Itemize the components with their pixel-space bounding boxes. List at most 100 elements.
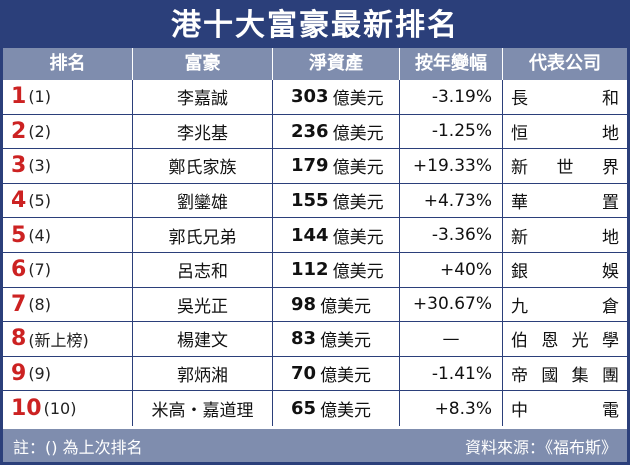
yearly-change: -3.19% — [400, 80, 503, 114]
previous-rank: (7) — [28, 260, 51, 280]
tycoon-name: 李兆基 — [133, 114, 273, 149]
net-worth-unit: 億美元 — [332, 89, 384, 110]
net-worth-cell: 303 億美元 — [273, 80, 400, 114]
rank-number: 3 — [11, 153, 27, 179]
rank-cell: 7 (8) — [3, 287, 133, 322]
table-title: 港十大富豪最新排名 — [3, 3, 627, 48]
company-char: 伯 — [511, 331, 528, 352]
rank-number: 10 — [11, 396, 42, 422]
company-cell: 新地 — [503, 218, 627, 252]
table-row: 8 (新上榜) 楊建文 83 億美元 — 伯恩光學 — [3, 322, 627, 357]
company-cell: 華置 — [503, 184, 627, 218]
net-worth-unit: 億美元 — [320, 401, 372, 422]
header-yearly-change: 按年變幅 — [400, 48, 503, 80]
company-char: 帝 — [511, 366, 528, 387]
rank-cell: 9 (9) — [3, 356, 133, 391]
company-char: 和 — [602, 89, 619, 110]
yearly-change: +30.67% — [400, 287, 503, 322]
yearly-change: +8.3% — [400, 391, 503, 426]
table-row: 5 (4) 郭氏兄弟 144 億美元 -3.36% 新地 — [3, 218, 627, 253]
company-cell: 恒地 — [503, 115, 627, 149]
yearly-change: -3.36% — [400, 218, 503, 252]
header-rank: 排名 — [3, 48, 133, 80]
tycoon-name: 米高・嘉道理 — [133, 391, 273, 426]
previous-rank: (新上榜) — [28, 330, 89, 350]
previous-rank: (1) — [28, 87, 51, 107]
net-worth-value: 155 — [291, 190, 329, 212]
rank-cell: 4 (5) — [3, 183, 133, 218]
net-worth-value: 236 — [291, 120, 329, 142]
company-char: 光 — [571, 331, 589, 352]
tycoon-name: 楊建文 — [133, 322, 273, 356]
net-worth-value: 303 — [291, 86, 329, 108]
yearly-change: — — [400, 322, 503, 356]
company-cell: 長和 — [503, 80, 627, 114]
table-body: 1 (1) 李嘉誠 303 億美元 -3.19% 長和 2 (2) 李兆基 236 億美元 -1.25%… — [3, 80, 627, 426]
previous-rank: (10) — [43, 399, 77, 419]
yearly-change: +40% — [400, 252, 503, 287]
rank-number: 6 — [11, 257, 27, 283]
table-row: 10 (10) 米高・嘉道理 65 億美元 +8.3% 中電 — [3, 391, 627, 426]
company-char: 界 — [602, 158, 619, 179]
rank-cell: 8 (新上榜) — [3, 322, 133, 356]
table-header: 排名 富豪 淨資產 按年變幅 代表公司 — [3, 48, 627, 80]
company-cell: 九倉 — [503, 288, 627, 322]
net-worth-value: 98 — [291, 293, 317, 315]
company-char: 置 — [602, 193, 619, 214]
company-char: 團 — [601, 366, 619, 387]
net-worth-cell: 112 億美元 — [273, 252, 400, 287]
rank-cell: 1 (1) — [3, 80, 133, 114]
net-worth-value: 70 — [291, 363, 317, 385]
tycoon-name: 劉鑾雄 — [133, 183, 273, 218]
company-char: 恩 — [541, 331, 559, 352]
table-row: 1 (1) 李嘉誠 303 億美元 -3.19% 長和 — [3, 80, 627, 115]
previous-rank: (3) — [28, 156, 51, 176]
table-row: 2 (2) 李兆基 236 億美元 -1.25% 恒地 — [3, 114, 627, 150]
previous-rank: (8) — [28, 294, 51, 314]
company-char: 地 — [602, 123, 619, 144]
rank-cell: 5 (4) — [3, 218, 133, 252]
net-worth-cell: 179 億美元 — [273, 149, 400, 183]
table-row: 3 (3) 鄭氏家族 179 億美元 +19.33% 新世界 — [3, 149, 627, 184]
previous-rank: (4) — [28, 225, 51, 245]
net-worth-unit: 億美元 — [320, 366, 372, 387]
tycoon-name: 呂志和 — [133, 252, 273, 287]
company-char: 世 — [556, 158, 574, 179]
previous-rank: (5) — [28, 191, 51, 211]
net-worth-unit: 億美元 — [332, 123, 384, 144]
tycoon-name: 鄭氏家族 — [133, 149, 273, 183]
company-char: 電 — [602, 401, 619, 422]
footer-source: 資料來源：《福布斯》 — [464, 437, 617, 457]
net-worth-unit: 億美元 — [332, 262, 384, 283]
tycoon-name: 郭氏兄弟 — [133, 218, 273, 252]
company-cell: 銀娛 — [503, 253, 627, 287]
tycoon-name: 郭炳湘 — [133, 356, 273, 391]
net-worth-cell: 155 億美元 — [273, 183, 400, 218]
company-char: 恒 — [511, 123, 528, 144]
footer-note: 註：() 為上次排名 — [13, 437, 143, 457]
company-char: 學 — [601, 331, 619, 352]
rank-cell: 10 (10) — [3, 391, 133, 426]
company-char: 中 — [511, 401, 528, 422]
tycoon-name: 李嘉誠 — [133, 80, 273, 114]
net-worth-value: 112 — [291, 259, 329, 281]
yearly-change: -1.41% — [400, 356, 503, 391]
company-cell: 帝國集團 — [503, 357, 627, 391]
tycoon-name: 吳光正 — [133, 287, 273, 322]
yearly-change: +4.73% — [400, 183, 503, 218]
company-cell: 中電 — [503, 391, 627, 426]
net-worth-value: 65 — [291, 398, 317, 420]
table-row: 7 (8) 吳光正 98 億美元 +30.67% 九倉 — [3, 287, 627, 323]
net-worth-cell: 144 億美元 — [273, 218, 400, 252]
net-worth-cell: 83 億美元 — [273, 322, 400, 356]
table-row: 4 (5) 劉鑾雄 155 億美元 +4.73% 華置 — [3, 183, 627, 219]
table-row: 9 (9) 郭炳湘 70 億美元 -1.41% 帝國集團 — [3, 356, 627, 392]
net-worth-cell: 70 億美元 — [273, 356, 400, 391]
company-cell: 伯恩光學 — [503, 322, 627, 356]
net-worth-cell: 98 億美元 — [273, 287, 400, 322]
rank-number: 7 — [11, 291, 27, 317]
company-char: 銀 — [511, 262, 528, 283]
company-char: 倉 — [602, 296, 619, 317]
net-worth-cell: 236 億美元 — [273, 114, 400, 149]
